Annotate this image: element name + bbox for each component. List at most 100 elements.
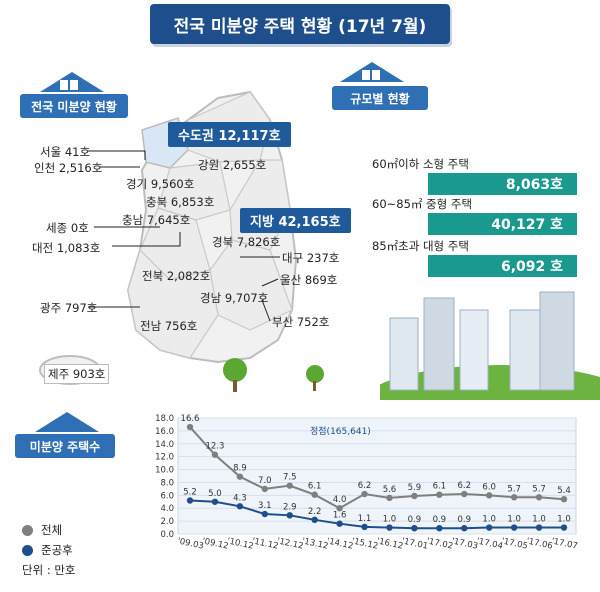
region-daejeon: 대전 1,083호 bbox=[32, 241, 101, 255]
x-tick-label: '10.12 bbox=[226, 536, 254, 551]
data-point bbox=[386, 494, 393, 502]
region-incheon: 인천 2,516호 bbox=[34, 161, 103, 175]
data-point bbox=[560, 524, 568, 531]
region-chungbuk: 충북 6,853호 bbox=[146, 195, 215, 209]
region-gwangju: 광주 797호 bbox=[40, 301, 98, 315]
data-label: 5.2 bbox=[183, 487, 197, 497]
data-point bbox=[436, 491, 443, 498]
page-title: 전국 미분양 주택 현황 (17년 7월) bbox=[150, 4, 450, 44]
data-label: 2.2 bbox=[308, 507, 322, 517]
data-label: 6.1 bbox=[308, 482, 322, 492]
data-label: 3.1 bbox=[258, 501, 272, 511]
data-point bbox=[486, 524, 493, 531]
size-large-value: 6,092 호 bbox=[428, 255, 577, 277]
data-label: 4.0 bbox=[333, 495, 347, 505]
y-tick-label: 2.0 bbox=[160, 517, 174, 527]
region-ulsan: 울산 869호 bbox=[280, 273, 338, 287]
data-label: 6.2 bbox=[458, 481, 472, 491]
x-tick-label: '17.06 bbox=[525, 536, 553, 551]
data-point bbox=[286, 482, 293, 489]
x-tick-label: '15.12 bbox=[351, 536, 379, 551]
data-label: 8.9 bbox=[233, 464, 247, 474]
legend-completed-label: 준공후 bbox=[41, 543, 73, 557]
legend-total-marker bbox=[22, 524, 33, 536]
data-point bbox=[211, 498, 219, 505]
x-tick-label: '17.07 bbox=[550, 536, 578, 551]
data-point bbox=[236, 473, 244, 480]
data-point bbox=[361, 490, 368, 498]
data-point bbox=[461, 525, 468, 532]
data-label: 1.0 bbox=[532, 515, 546, 525]
legend-completed-marker bbox=[22, 544, 33, 556]
data-label: 6.1 bbox=[433, 482, 447, 492]
data-point bbox=[535, 524, 543, 531]
data-point bbox=[486, 492, 493, 499]
data-label: 16.6 bbox=[181, 414, 200, 424]
legend-total: 전체 bbox=[22, 522, 62, 538]
section-national-label: 전국 미분양 현황 bbox=[20, 94, 128, 118]
data-label: 2.9 bbox=[283, 502, 297, 512]
city-illustration bbox=[380, 291, 600, 400]
x-tick-label: '17.04 bbox=[476, 536, 504, 551]
data-point bbox=[436, 525, 443, 532]
data-label: 1.0 bbox=[507, 515, 521, 525]
region-gangwon: 강원 2,655호 bbox=[198, 158, 267, 172]
data-label: 5.7 bbox=[507, 484, 521, 494]
data-point bbox=[286, 512, 293, 519]
x-tick-label: '12.12 bbox=[276, 536, 304, 551]
data-label: 0.9 bbox=[408, 515, 422, 525]
y-tick-label: 18.0 bbox=[155, 414, 174, 424]
data-label: 7.0 bbox=[258, 476, 272, 486]
y-tick-label: 14.0 bbox=[155, 440, 174, 450]
data-label: 7.5 bbox=[283, 473, 297, 483]
data-point bbox=[311, 491, 318, 498]
x-tick-label: '17.02 bbox=[426, 536, 454, 551]
data-point bbox=[411, 492, 418, 500]
x-tick-label: '17.05 bbox=[500, 536, 528, 551]
peak-annotation: 정점(165,641) bbox=[310, 425, 371, 437]
series-line bbox=[189, 426, 565, 510]
size-large-label: 85㎡초과 대형 주택 bbox=[372, 239, 469, 253]
trend-chart: 0.0 2.0 4.0 6.0 8.0 10.0 12.0 14.0 16.0 18.0 '09.0… bbox=[155, 414, 578, 552]
data-point bbox=[186, 497, 194, 504]
region-jeonbuk: 전북 2,082호 bbox=[142, 269, 211, 283]
data-point bbox=[361, 523, 368, 531]
legend-completed: 준공후 bbox=[22, 542, 73, 558]
data-point bbox=[411, 525, 418, 532]
region-chungnam: 충남 7,645호 bbox=[122, 213, 191, 227]
region-gyeongnam: 경남 9,707호 bbox=[200, 291, 269, 305]
size-medium-value: 40,127 호 bbox=[428, 213, 577, 235]
region-daegu: 대구 237호 bbox=[282, 251, 340, 265]
plot-area bbox=[177, 417, 577, 535]
data-label: 0.9 bbox=[433, 515, 447, 525]
data-point bbox=[336, 520, 343, 527]
tree-illustration bbox=[223, 358, 324, 392]
window-icon bbox=[60, 80, 78, 90]
region-gyeonggi: 경기 9,560호 bbox=[126, 177, 195, 191]
x-tick-label: '13.12 bbox=[301, 536, 329, 551]
size-small-label: 60㎡이하 소형 주택 bbox=[372, 157, 469, 171]
data-point bbox=[261, 510, 268, 518]
data-point bbox=[535, 494, 543, 501]
data-label: 1.1 bbox=[358, 514, 372, 524]
data-label: 4.3 bbox=[233, 493, 247, 503]
data-label: 1.0 bbox=[482, 515, 496, 525]
data-point bbox=[560, 496, 568, 503]
x-tick-label: '09.12 bbox=[201, 536, 229, 551]
data-label: 6.0 bbox=[482, 482, 496, 492]
data-label: 1.6 bbox=[333, 511, 347, 521]
data-point bbox=[386, 524, 393, 531]
legend-total-label: 전체 bbox=[41, 523, 63, 537]
data-point bbox=[186, 423, 194, 431]
x-tick-label: '11.12 bbox=[251, 536, 279, 551]
capital-total-tag: 수도권 12,117호 bbox=[168, 122, 291, 147]
x-tick-label: '17.03 bbox=[451, 536, 479, 551]
region-jeju: 제주 903호 bbox=[44, 364, 110, 384]
series-line bbox=[189, 499, 564, 530]
house-roof-icon bbox=[35, 412, 99, 432]
data-point bbox=[336, 505, 343, 512]
data-point bbox=[461, 490, 468, 498]
y-tick-label: 4.0 bbox=[160, 504, 174, 514]
region-busan: 부산 752호 bbox=[272, 315, 330, 329]
data-label: 5.4 bbox=[557, 486, 571, 496]
